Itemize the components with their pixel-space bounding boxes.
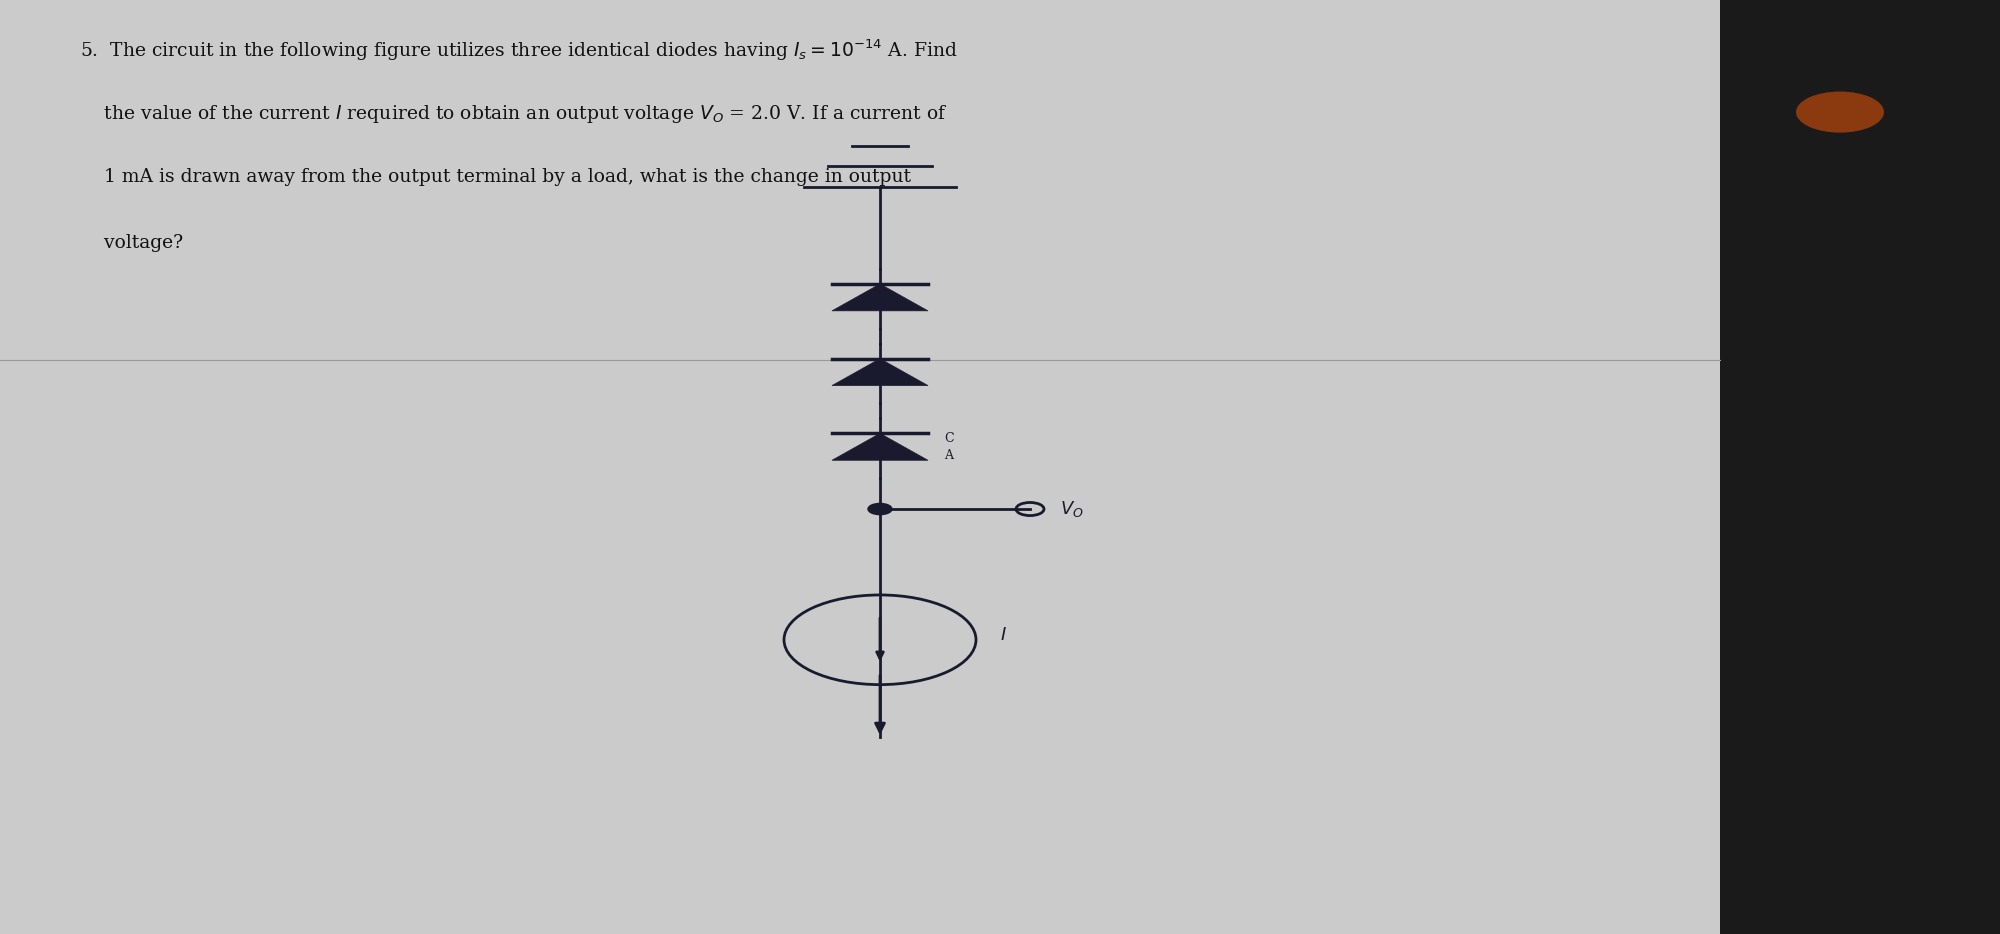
Text: A: A — [944, 449, 954, 462]
Polygon shape — [832, 359, 928, 386]
Text: 1 mA is drawn away from the output terminal by a load, what is the change in out: 1 mA is drawn away from the output termi… — [80, 168, 912, 186]
FancyBboxPatch shape — [1720, 0, 2000, 934]
Polygon shape — [832, 433, 928, 460]
Text: $I$: $I$ — [1000, 626, 1006, 644]
Text: $V_O$: $V_O$ — [1060, 499, 1084, 519]
Circle shape — [868, 503, 892, 515]
Text: the value of the current $I$ required to obtain an output voltage $V_O$ = 2.0 V.: the value of the current $I$ required to… — [80, 103, 948, 125]
Text: voltage?: voltage? — [80, 234, 184, 251]
Text: 5.  The circuit in the following figure utilizes three identical diodes having $: 5. The circuit in the following figure u… — [80, 37, 958, 63]
Circle shape — [1796, 92, 1884, 133]
FancyBboxPatch shape — [0, 0, 1720, 934]
Text: C: C — [944, 432, 954, 445]
Polygon shape — [832, 284, 928, 311]
